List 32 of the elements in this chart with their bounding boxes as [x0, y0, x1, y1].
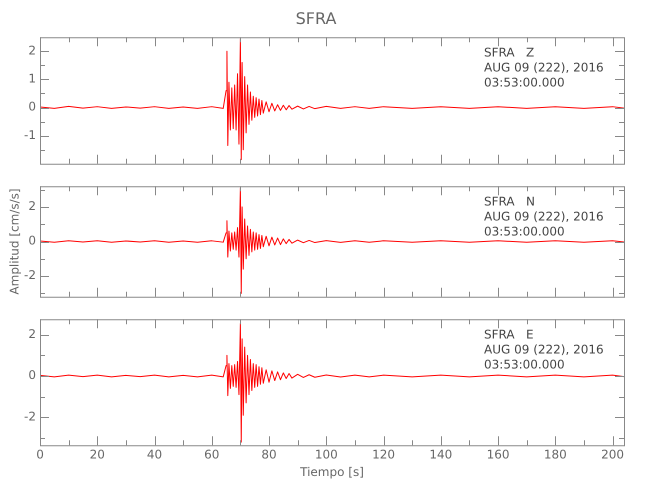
- x-axis-title: Tiempo [s]: [299, 464, 364, 479]
- annotation: 03:53:00.000: [484, 224, 565, 238]
- x-tick-label: 180: [544, 448, 567, 462]
- y-tick-label: -2: [24, 268, 36, 282]
- y-tick-label: 2: [28, 199, 36, 214]
- x-tick-label: 60: [204, 448, 220, 462]
- y-axis-title: Amplitud [cm/s/s]: [7, 188, 22, 295]
- annotation: 03:53:00.000: [484, 357, 565, 372]
- annotation: SFRA N: [484, 194, 535, 208]
- annotation: AUG 09 (222), 2016: [484, 342, 604, 356]
- y-tick-label: 0: [28, 100, 36, 114]
- y-tick-label: 1: [28, 72, 36, 86]
- x-tick-label: 140: [429, 448, 452, 462]
- x-tick-label: 80: [261, 448, 277, 462]
- chart-title: SFRA: [296, 8, 336, 28]
- annotation: AUG 09 (222), 2016: [484, 209, 604, 224]
- y-tick-label: 2: [28, 326, 36, 341]
- y-tick-label: 2: [28, 43, 36, 58]
- x-tick-label: 200: [601, 448, 624, 462]
- x-tick-label: 20: [90, 448, 105, 462]
- annotation: AUG 09 (222), 2016: [484, 60, 604, 74]
- y-tick-label: 0: [28, 368, 36, 382]
- x-tick-label: 40: [146, 448, 162, 462]
- annotation: 03:53:00.000: [484, 75, 565, 90]
- y-tick-label: -1: [24, 128, 36, 142]
- x-tick-label: 160: [486, 448, 510, 462]
- y-tick-label: -2: [24, 409, 36, 424]
- annotation: SFRA Z: [484, 45, 534, 60]
- x-tick-label: 120: [372, 448, 395, 462]
- x-tick-label: 100: [314, 448, 338, 462]
- annotation: SFRA E: [484, 327, 534, 342]
- y-tick-label: 0: [28, 234, 36, 248]
